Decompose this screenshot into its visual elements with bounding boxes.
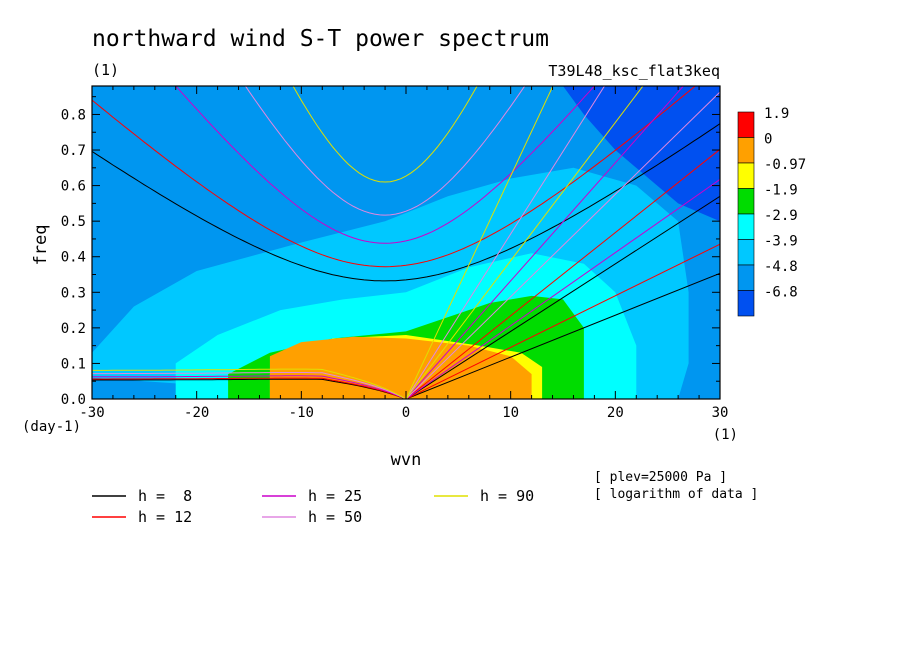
ig-curve-0 [92, 123, 720, 282]
kelvin-line-1 [405, 243, 720, 399]
colorbar-label: -6.8 [764, 285, 798, 301]
colorbar-label: -2.9 [764, 208, 798, 224]
y-axis-units: (day-1) [22, 419, 81, 435]
colorbar-swatch [737, 162, 755, 189]
legend-label: h = 50 [308, 508, 362, 526]
note-pressure-level: [ plev=25000 Pa ] [594, 470, 727, 485]
kelvin-line-3 [405, 91, 720, 399]
colorbar-label: -1.9 [764, 183, 798, 199]
mrg-line-1 [405, 148, 720, 399]
ig-curve-1 [92, 86, 697, 268]
colorbar-swatch [737, 264, 755, 291]
rossby-curve-2 [92, 375, 407, 399]
x-tick-label: -20 [184, 405, 209, 421]
rossby-curve-1 [92, 377, 407, 399]
y-tick-label: 0.8 [61, 107, 86, 123]
kelvin-line-2 [405, 178, 720, 399]
colorbar-label: -3.9 [764, 234, 798, 250]
colorbar-swatch [737, 213, 755, 240]
x-tick-label: 10 [502, 405, 519, 421]
y-tick-label: 0.1 [61, 356, 86, 372]
colorbar-swatch [737, 188, 755, 215]
contour-band-core [269, 336, 532, 399]
contour-fills [92, 86, 720, 399]
legend-label: h = 8 [138, 487, 192, 505]
dispersion-curves [92, 86, 720, 399]
y-tick-label: 0.4 [61, 250, 86, 266]
rossby-curve-0 [92, 378, 407, 399]
y-axis-label: freq [31, 225, 51, 266]
colorbar: 1.9 0 -0.97 -1.9 -2.9 -3.9 -4.8 -6.8 [737, 106, 806, 317]
x-tick-label: -10 [289, 405, 314, 421]
legend-label: h = 25 [308, 487, 362, 505]
colorbar-label: -0.97 [764, 157, 806, 173]
rossby-curve-3 [92, 372, 407, 399]
colorbar-swatch [737, 239, 755, 266]
x-tick-label: 0 [402, 405, 410, 421]
rossby-curve-4 [92, 368, 407, 399]
y-tick-label: 0.3 [61, 285, 86, 301]
x-tick-label: 30 [712, 405, 729, 421]
note-log-data: [ logarithm of data ] [594, 487, 758, 502]
axes: -30 -20 -10 0 10 20 30 0.0 0.1 0.2 0.3 0.4 0.5 0.6 0.7… [61, 86, 729, 421]
x-tick-label: 20 [607, 405, 624, 421]
y-tick-label: 0.7 [61, 143, 86, 159]
colorbar-label: 0 [764, 132, 772, 148]
y-tick-label: 0.6 [61, 179, 86, 195]
run-name: T39L48_ksc_flat3keq [548, 62, 720, 80]
colorbar-swatch [737, 290, 755, 317]
mrg-line-4 [405, 86, 554, 399]
legend-label: h = 12 [138, 508, 192, 526]
colorbar-label: -4.8 [764, 259, 798, 275]
x-tick-label: -30 [79, 405, 104, 421]
title-units: (1) [92, 61, 119, 79]
mrg-line-0 [405, 195, 720, 399]
y-tick-label: 0.0 [61, 392, 86, 408]
ig-curve-3 [244, 86, 526, 216]
y-tick-label: 0.2 [61, 321, 86, 337]
colorbar-swatch [737, 111, 755, 138]
colorbar-swatch [737, 137, 755, 164]
colorbar-label: 1.9 [764, 106, 789, 122]
ig-curve-4 [292, 86, 478, 183]
legend: h = 8 h = 12 h = 25 h = 50 h = 90 [92, 487, 534, 526]
legend-label: h = 90 [480, 487, 534, 505]
mrg-line-3 [405, 86, 606, 399]
kelvin-line-0 [405, 272, 720, 399]
mrg-line-2 [405, 86, 685, 399]
x-axis-label: wvn [391, 450, 422, 470]
ig-curve-2 [175, 86, 595, 244]
x-axis-units: (1) [713, 427, 738, 443]
y-tick-label: 0.5 [61, 214, 86, 230]
kelvin-line-4 [405, 86, 644, 399]
chart-title: northward wind S-T power spectrum [92, 26, 549, 52]
